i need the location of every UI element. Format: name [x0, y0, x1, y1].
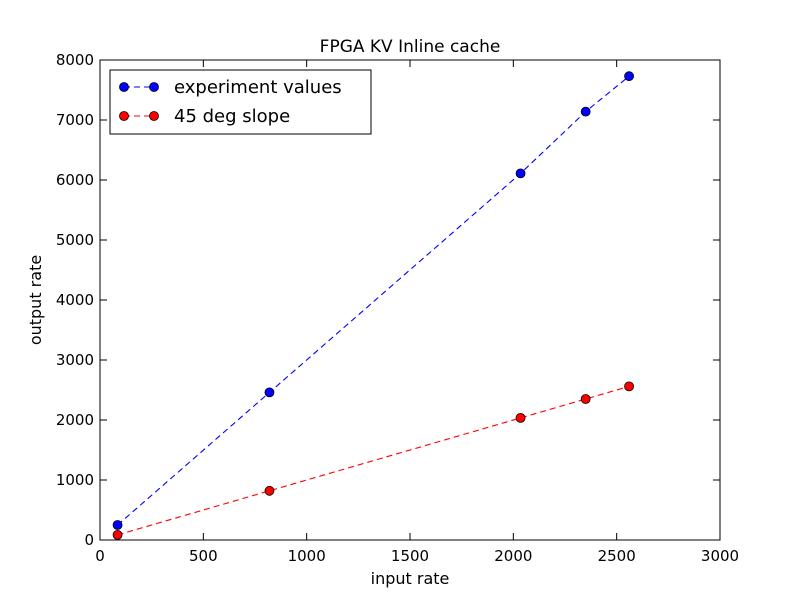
y-tick-label: 3000	[56, 351, 94, 369]
data-point-series-1	[624, 381, 634, 392]
data-point-series-1	[264, 485, 275, 496]
data-point-series-0	[515, 168, 526, 179]
legend-marker-1	[149, 111, 159, 121]
y-tick-label: 2000	[56, 411, 94, 429]
x-tick-label: 1000	[288, 547, 326, 565]
x-tick-label: 1500	[391, 547, 429, 565]
data-point-series-1	[580, 394, 591, 404]
legend-marker-0	[149, 82, 159, 92]
data-point-series-0	[580, 106, 591, 117]
x-tick-label: 3000	[701, 547, 739, 565]
legend-marker-0	[119, 82, 129, 92]
data-point-series-1	[112, 530, 123, 540]
x-tick-label: 0	[95, 547, 105, 565]
y-tick-label: 4000	[56, 291, 94, 309]
legend-label-0: experiment values	[174, 77, 342, 98]
legend-marker-1	[119, 111, 129, 121]
data-point-series-0	[112, 520, 123, 530]
y-tick-label: 1000	[56, 471, 94, 489]
y-tick-label: 8000	[56, 51, 94, 69]
y-tick-label: 7000	[56, 111, 94, 129]
series-line-1	[117, 385, 630, 536]
data-point-series-0	[624, 71, 634, 82]
chart-title: FPGA KV Inline cache	[320, 37, 501, 57]
ticks-layer: 0 500 1000 1500 2000 2500 3000 0 1000 2000 3000 400…	[56, 51, 739, 565]
x-axis-label: input rate	[371, 569, 450, 588]
x-tick-label: 2500	[598, 547, 636, 565]
y-axis-label: output rate	[26, 255, 45, 345]
legend-label-1: 45 deg slope	[174, 106, 290, 127]
x-tick-label: 2000	[494, 547, 532, 565]
y-tick-label: 6000	[56, 171, 94, 189]
legend: experiment values 45 deg slope	[109, 69, 372, 135]
series-layer	[112, 71, 634, 540]
y-tick-label: 5000	[56, 231, 94, 249]
legend-box	[109, 69, 372, 135]
y-tick-label: 0	[84, 531, 94, 549]
x-tick-label: 500	[189, 547, 218, 565]
data-point-series-0	[264, 387, 275, 398]
data-point-series-1	[515, 412, 526, 423]
